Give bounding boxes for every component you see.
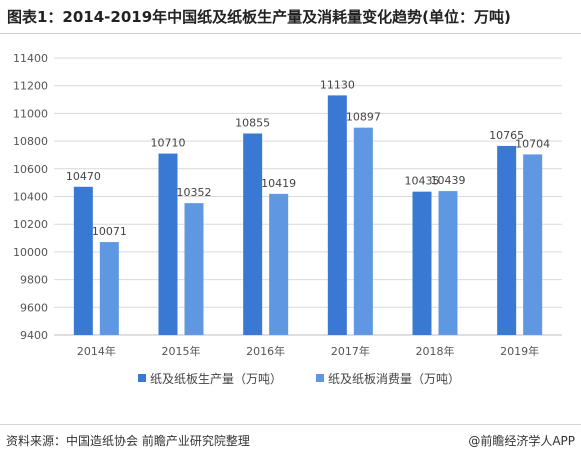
bar-production	[243, 133, 263, 335]
bar-consumption	[99, 242, 119, 335]
y-tick-label: 11200	[13, 80, 48, 93]
bar-chart: 9400 9600 9800 10000 10200 10400 10600 10800 110…	[13, 52, 562, 386]
legend-label: 纸及纸板消费量（万吨）	[328, 372, 460, 386]
legend-swatch	[316, 374, 324, 382]
y-axis-ticks: 9400 9600 9800 10000 10200 10400 10600 10800 110…	[13, 52, 48, 342]
data-label: 10352	[177, 186, 212, 199]
data-label: 10704	[515, 137, 550, 150]
y-tick-label: 9400	[20, 329, 48, 342]
y-tick-label: 9800	[20, 274, 48, 287]
data-labels: 10470 10071 10710 10352 10855 10419 11130 10897…	[66, 78, 550, 238]
credit-note: @前瞻经济学人APP	[468, 434, 575, 448]
bar-production	[158, 153, 178, 335]
y-tick-label: 10200	[13, 218, 48, 231]
x-tick-label: 2015年	[162, 344, 201, 358]
legend: 纸及纸板生产量（万吨） 纸及纸板消费量（万吨）	[138, 372, 460, 386]
data-label: 10470	[66, 170, 101, 183]
legend-label: 纸及纸板生产量（万吨）	[150, 372, 282, 386]
bar-production	[497, 145, 517, 335]
y-tick-label: 11000	[13, 107, 48, 120]
bar-consumption	[184, 203, 204, 335]
data-label: 10765	[489, 129, 524, 142]
x-tick-label: 2019年	[500, 344, 539, 358]
y-tick-label: 10000	[13, 246, 48, 259]
y-tick-label: 10400	[13, 191, 48, 204]
grid-lines	[54, 57, 562, 336]
bar-consumption	[523, 154, 543, 335]
y-tick-label: 10800	[13, 135, 48, 148]
data-label: 10710	[151, 137, 186, 150]
footer-divider	[0, 424, 581, 425]
bar-consumption	[269, 193, 289, 335]
x-tick-label: 2017年	[331, 344, 370, 358]
data-label: 10435	[405, 175, 440, 188]
bar-production	[327, 95, 347, 336]
chart-title: 图表1：2014-2019年中国纸及纸板生产量及消耗量变化趋势(单位：万吨)	[7, 8, 511, 26]
data-label: 11130	[320, 78, 355, 91]
bars	[73, 95, 543, 336]
data-label: 10071	[92, 225, 127, 238]
data-label: 10855	[235, 116, 270, 129]
bar-production	[73, 186, 93, 335]
bar-production	[412, 191, 432, 335]
title-divider	[0, 33, 581, 34]
y-tick-label: 9600	[20, 301, 48, 314]
legend-swatch	[138, 374, 146, 382]
x-tick-label: 2016年	[246, 344, 285, 358]
x-tick-label: 2018年	[416, 344, 455, 358]
x-tick-label: 2014年	[77, 344, 116, 358]
x-axis-ticks: 2014年 2015年 2016年 2017年 2018年 2019年	[77, 344, 539, 358]
source-note: 资料来源：中国造纸协会 前瞻产业研究院整理	[6, 434, 250, 448]
bar-consumption	[438, 191, 458, 335]
data-label: 10897	[346, 111, 381, 124]
data-label: 10419	[261, 177, 296, 190]
y-tick-label: 10600	[13, 163, 48, 176]
bar-consumption	[353, 127, 373, 335]
data-label: 10439	[431, 174, 466, 187]
y-tick-label: 11400	[13, 52, 48, 65]
